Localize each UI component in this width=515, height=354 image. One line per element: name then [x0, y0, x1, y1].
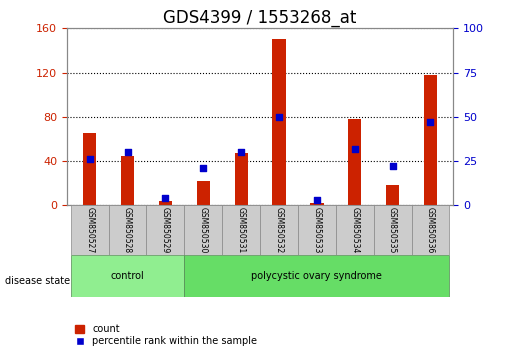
Point — [351, 146, 359, 152]
Bar — [310, 203, 323, 205]
Bar — [159, 201, 172, 205]
Bar — [83, 133, 96, 205]
Point — [426, 119, 435, 125]
Point — [313, 197, 321, 203]
FancyBboxPatch shape — [222, 205, 260, 255]
Legend: count, percentile rank within the sample: count, percentile rank within the sample — [72, 321, 260, 349]
FancyBboxPatch shape — [184, 205, 222, 255]
Bar — [348, 119, 362, 205]
Text: GSM850531: GSM850531 — [236, 207, 246, 253]
Text: GSM850534: GSM850534 — [350, 207, 359, 253]
Point — [199, 165, 208, 171]
Bar — [424, 75, 437, 205]
Title: GDS4399 / 1553268_at: GDS4399 / 1553268_at — [163, 9, 357, 27]
Text: GSM850532: GSM850532 — [274, 207, 284, 253]
FancyBboxPatch shape — [411, 205, 450, 255]
FancyBboxPatch shape — [71, 205, 109, 255]
Text: GSM850530: GSM850530 — [199, 207, 208, 253]
Text: GSM850535: GSM850535 — [388, 207, 397, 253]
FancyBboxPatch shape — [336, 205, 374, 255]
FancyBboxPatch shape — [146, 205, 184, 255]
Point — [85, 156, 94, 162]
Bar — [121, 155, 134, 205]
Point — [275, 114, 283, 120]
Text: GSM850533: GSM850533 — [313, 207, 321, 253]
FancyBboxPatch shape — [71, 255, 184, 297]
Text: GSM850528: GSM850528 — [123, 207, 132, 253]
FancyBboxPatch shape — [374, 205, 411, 255]
Text: polycystic ovary syndrome: polycystic ovary syndrome — [251, 271, 382, 281]
Bar — [197, 181, 210, 205]
Point — [388, 164, 397, 169]
FancyBboxPatch shape — [260, 205, 298, 255]
Point — [237, 149, 245, 155]
Text: GSM850527: GSM850527 — [85, 207, 94, 253]
Bar — [234, 153, 248, 205]
Text: disease state: disease state — [5, 276, 70, 286]
Bar — [272, 39, 286, 205]
FancyBboxPatch shape — [298, 205, 336, 255]
FancyBboxPatch shape — [109, 205, 146, 255]
FancyBboxPatch shape — [184, 255, 450, 297]
Text: control: control — [111, 271, 144, 281]
Text: GSM850529: GSM850529 — [161, 207, 170, 253]
Point — [161, 195, 169, 201]
Point — [124, 149, 132, 155]
Text: GSM850536: GSM850536 — [426, 207, 435, 253]
Bar — [386, 185, 399, 205]
